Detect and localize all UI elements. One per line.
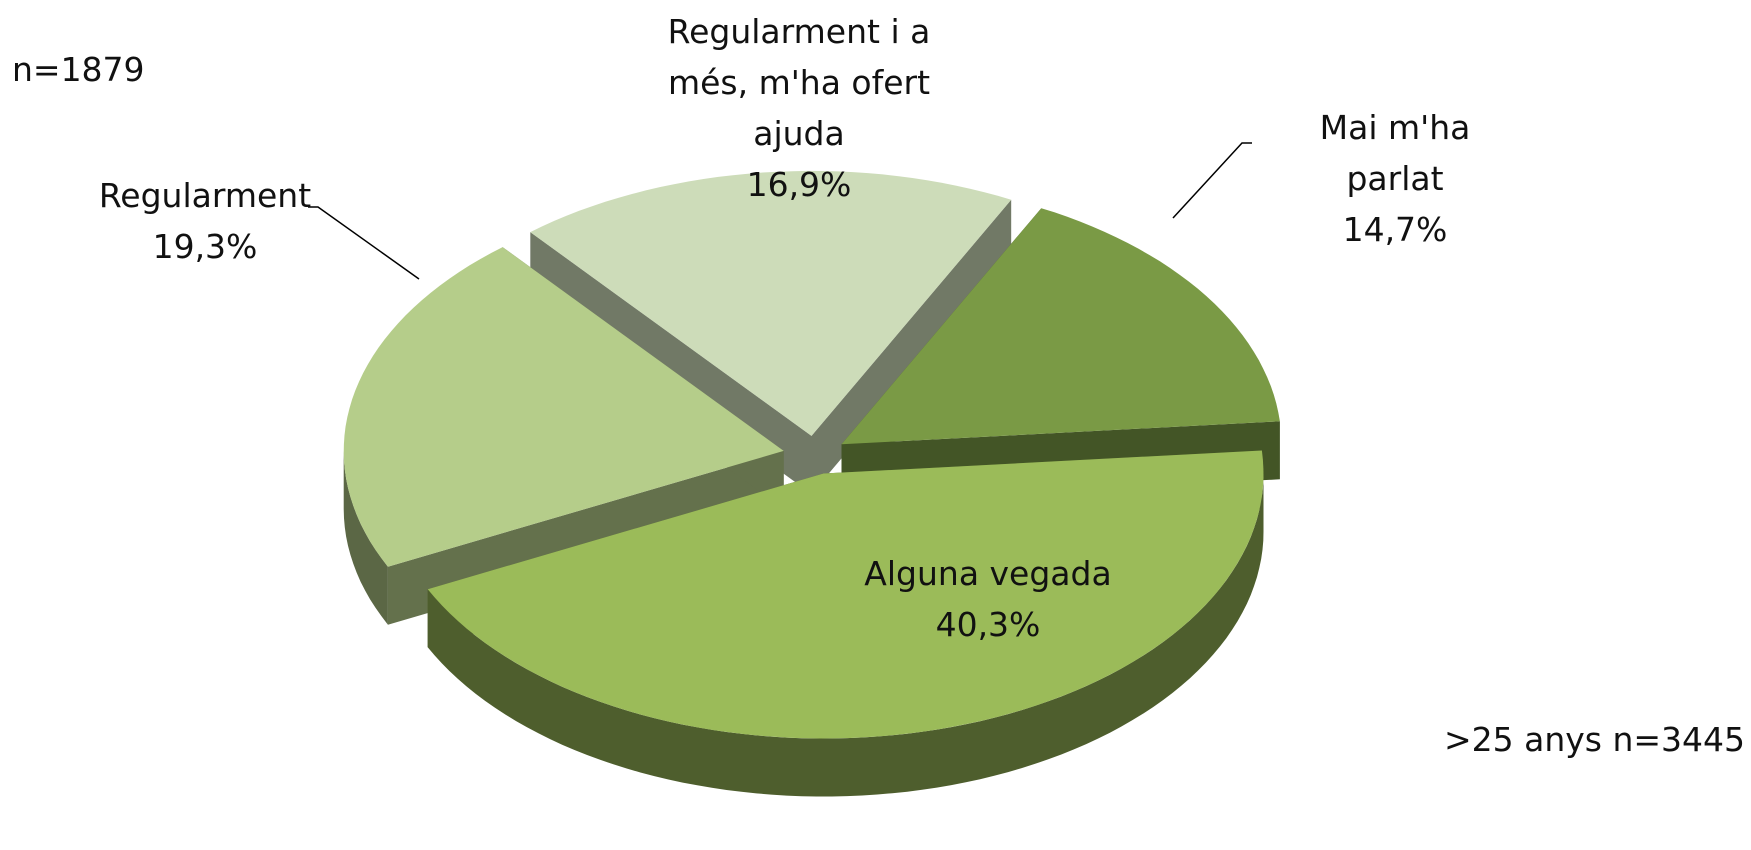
data-label: Mai m'ha parlat 14,7% (1280, 102, 1510, 255)
leader-line (308, 206, 420, 280)
label-text: Alguna vegada (864, 554, 1112, 593)
label-text: Mai m'ha parlat (1319, 108, 1471, 198)
leader-line (1172, 142, 1252, 219)
data-label: Regularment 19,3% (60, 170, 350, 272)
annotation: >25 anys n=3445 (1443, 720, 1745, 759)
slice-top (427, 450, 1264, 739)
slice-top (343, 247, 784, 567)
label-text: 40,3% (935, 605, 1041, 644)
label-text: 14,7% (1342, 210, 1448, 249)
label-text: Regularment i a més, m'ha ofert ajuda (667, 12, 931, 153)
label-text: 16,9% (746, 165, 852, 204)
slice-top (841, 208, 1280, 445)
slice-side (427, 473, 1264, 797)
label-text: 19,3% (152, 227, 258, 266)
data-label: Alguna vegada 40,3% (838, 548, 1138, 650)
slice-top (530, 170, 1012, 436)
slice-wall (811, 199, 1012, 494)
slice-side (343, 450, 388, 625)
label-text: Regularment (98, 176, 312, 215)
pie-slice (427, 450, 1264, 797)
data-label: Regularment i a més, m'ha ofert ajuda 16,… (654, 6, 944, 210)
annotation: n=1879 (12, 50, 145, 89)
